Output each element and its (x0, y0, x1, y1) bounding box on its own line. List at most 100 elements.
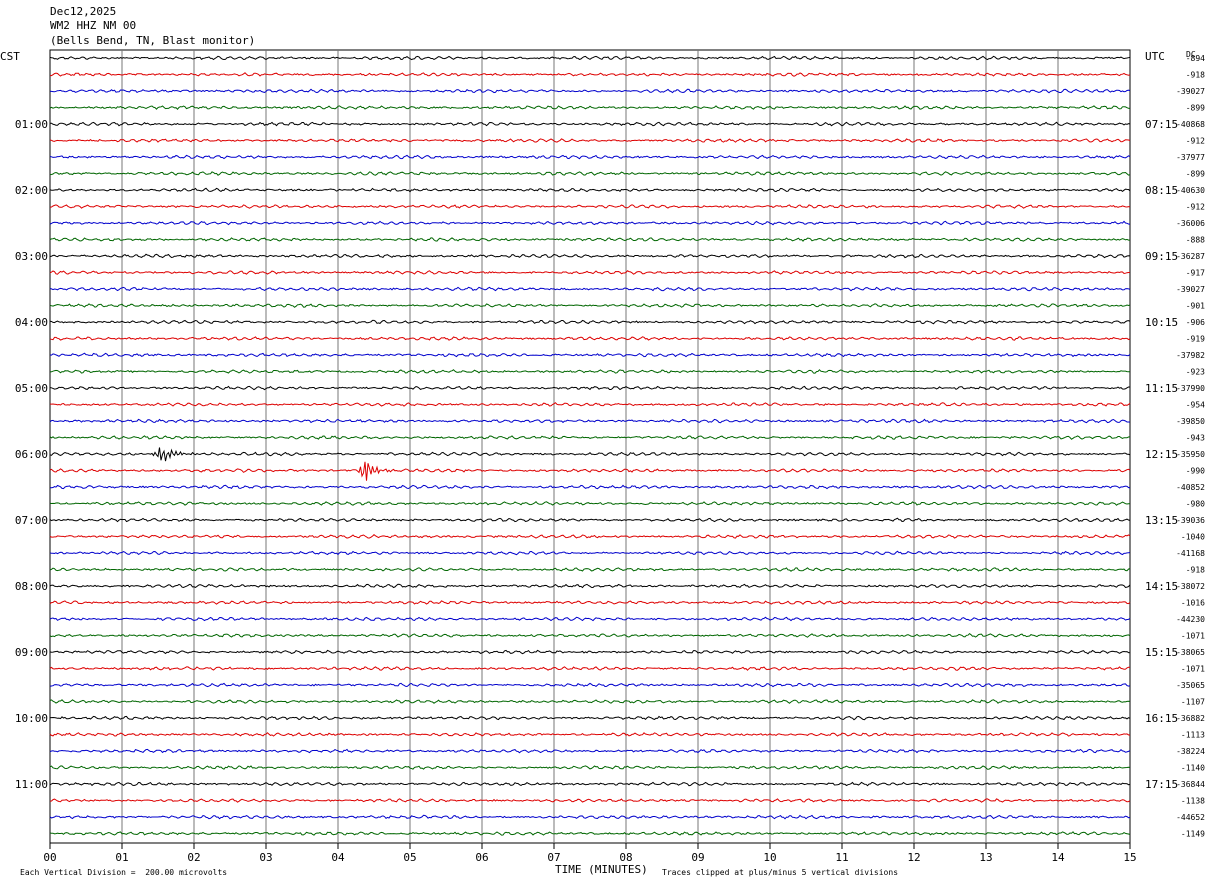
x-tick-label: 05 (403, 851, 416, 864)
trace-line (49, 352, 1131, 358)
trace-line (49, 765, 1131, 770)
trace-line (49, 534, 1131, 539)
trace-line (50, 402, 1131, 407)
hour-label-cst: 08:00 (15, 580, 48, 593)
dc-offset-label: -41168 (1176, 549, 1205, 558)
dc-offset-label: -39027 (1176, 87, 1205, 96)
trace-line (49, 447, 1131, 462)
trace-line (49, 138, 1131, 143)
x-tick-label: 03 (259, 851, 272, 864)
dc-offset-label: -38224 (1176, 747, 1205, 756)
dc-offset-label: -36006 (1176, 219, 1205, 228)
hour-label-cst: 09:00 (15, 646, 48, 659)
dc-offset-label: -40852 (1176, 483, 1205, 492)
dc-offset-label: -901 (1186, 302, 1205, 311)
clip-note: Traces clipped at plus/minus 5 vertical … (662, 868, 899, 877)
station-location: (Bells Bend, TN, Blast monitor) (50, 34, 256, 47)
hour-label-cst: 11:00 (15, 778, 48, 791)
hour-label-utc: 07:15 (1145, 118, 1178, 131)
x-tick-label: 02 (187, 851, 200, 864)
trace-line (49, 461, 1131, 481)
trace-line (49, 418, 1131, 424)
dc-offset-label: -36287 (1176, 252, 1205, 261)
x-tick-label: 00 (43, 851, 56, 864)
x-tick-label: 07 (547, 851, 560, 864)
x-tick-label: 09 (691, 851, 704, 864)
trace-line (49, 88, 1131, 94)
trace-line (49, 237, 1130, 242)
x-tick-label: 12 (907, 851, 920, 864)
trace-line (49, 385, 1130, 391)
hour-label-cst: 05:00 (15, 382, 48, 395)
dc-offset-label: -918 (1186, 71, 1205, 80)
dc-offset-label: -44652 (1176, 813, 1205, 822)
dc-offset-label: -1071 (1181, 665, 1205, 674)
dc-offset-label: -40868 (1176, 120, 1205, 129)
dc-offset-label: -39027 (1176, 285, 1205, 294)
trace-line (49, 831, 1131, 836)
x-tick-label: 15 (1123, 851, 1136, 864)
dc-offset-label: -980 (1186, 500, 1205, 509)
hour-label-utc: 12:15 (1145, 448, 1178, 461)
trace-line (49, 600, 1131, 605)
x-tick-label: 08 (619, 851, 632, 864)
hour-label-utc: 15:15 (1145, 646, 1178, 659)
trace-line (49, 270, 1131, 275)
trace-line (49, 204, 1131, 209)
trace-line (49, 500, 1130, 506)
dc-offset-label: -1140 (1181, 764, 1205, 773)
dc-offset-label: -954 (1186, 401, 1205, 410)
hour-label-cst: 04:00 (15, 316, 48, 329)
dc-offset-label: -919 (1186, 335, 1205, 344)
trace-line (49, 303, 1131, 308)
hour-label-utc: 17:15 (1145, 778, 1178, 791)
scale-note: Each Vertical Division = 200.00 microvol… (20, 868, 228, 877)
dc-offset-label: -912 (1186, 203, 1205, 212)
dc-offset-label: -1107 (1181, 698, 1205, 707)
dc-offset-label: -35950 (1176, 450, 1205, 459)
trace-line (49, 781, 1131, 787)
dc-offset-label: -990 (1186, 467, 1205, 476)
trace-line (49, 369, 1130, 374)
trace-line (49, 220, 1131, 226)
hour-label-cst: 06:00 (15, 448, 48, 461)
trace-line (49, 484, 1131, 490)
hour-label-utc: 13:15 (1145, 514, 1178, 527)
x-tick-label: 06 (475, 851, 488, 864)
hour-label-utc: 09:15 (1145, 250, 1178, 263)
plot-date: Dec12,2025 (50, 5, 117, 18)
dc-offset-label: -899 (1186, 104, 1205, 113)
trace-line (49, 550, 1131, 556)
dc-offset-label: -906 (1186, 318, 1205, 327)
dc-offset-label: -44230 (1176, 615, 1205, 624)
dc-offset-label: -1071 (1181, 632, 1205, 641)
trace-line (49, 616, 1131, 622)
trace-line (49, 171, 1131, 176)
dc-offset-label: -39850 (1176, 417, 1205, 426)
trace-line (49, 748, 1131, 754)
dc-offset-label: -39036 (1176, 516, 1205, 525)
trace-line (49, 699, 1131, 704)
x-tick-label: 04 (331, 851, 345, 864)
trace-line (49, 798, 1131, 803)
dc-offset-label: -899 (1186, 170, 1205, 179)
dc-offset-label: -37990 (1176, 384, 1205, 393)
trace-line (49, 732, 1131, 737)
dc-offset-label: -1149 (1181, 830, 1205, 839)
dc-offset-label: -888 (1186, 236, 1205, 245)
trace-line (49, 435, 1131, 440)
trace-line (49, 253, 1131, 259)
dc-offset-label: -37982 (1176, 351, 1205, 360)
trace-line (49, 567, 1131, 572)
right-timezone-label: UTC (1145, 50, 1165, 63)
dc-offset-label: -912 (1186, 137, 1205, 146)
hour-label-cst: 10:00 (15, 712, 48, 725)
trace-line (49, 319, 1131, 325)
hour-label-cst: 07:00 (15, 514, 48, 527)
dc-offset-label: -40630 (1176, 186, 1205, 195)
trace-line (49, 187, 1131, 193)
trace-line (49, 715, 1131, 721)
dc-offset-label: -1016 (1181, 599, 1205, 608)
dc-offset-label: -1040 (1181, 533, 1205, 542)
